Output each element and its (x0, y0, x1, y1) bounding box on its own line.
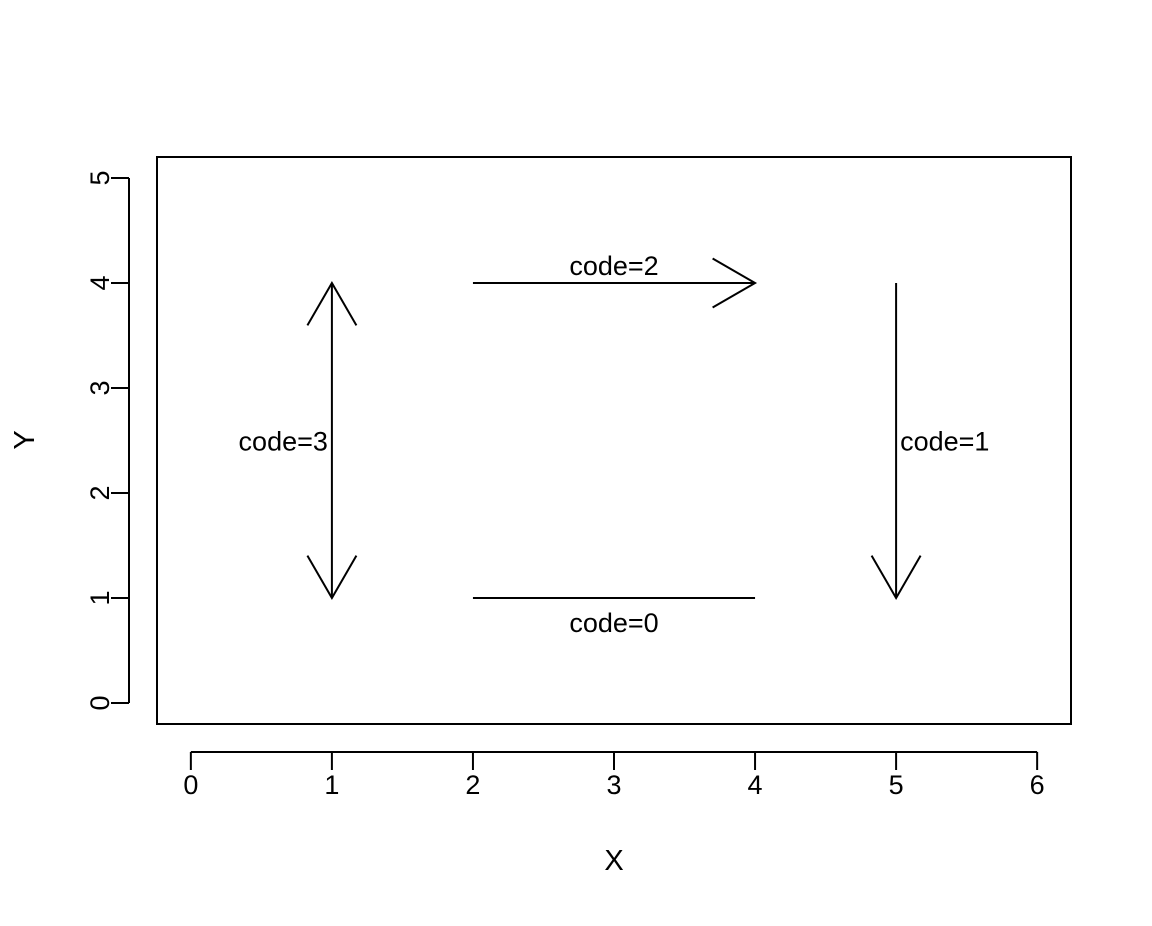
x-axis: 0 1 2 3 4 5 6 (183, 751, 1045, 800)
y-tick-label: 2 (85, 485, 115, 500)
arrowhead (712, 257, 758, 309)
arrowhead (306, 281, 358, 326)
y-tick-label: 5 (85, 170, 115, 185)
arrow-code-0: code=0 (472, 597, 756, 638)
arrowhead (306, 555, 358, 600)
y-tick-label: 1 (85, 590, 115, 605)
plot-frame (156, 156, 1072, 725)
x-tick-label: 2 (465, 770, 480, 800)
x-tick-label: 1 (324, 770, 339, 800)
y-axis: 0 1 2 3 4 5 (85, 170, 130, 711)
x-tick-label: 4 (748, 770, 763, 800)
x-tick-label: 5 (889, 770, 904, 800)
arrow-label-code-0: code=0 (569, 608, 658, 638)
arrow-layer: code=0 code=1 code=2 code=3 (239, 251, 990, 638)
y-tick-label: 3 (85, 380, 115, 395)
arrowhead (870, 555, 922, 600)
arrow-label-code-1: code=1 (900, 427, 989, 457)
arrow-code-1: code=1 (870, 283, 989, 600)
y-tick-label: 4 (85, 275, 115, 290)
y-tick-label: 0 (85, 695, 115, 710)
arrow-code-2: code=2 (472, 251, 758, 309)
x-tick-label: 0 (183, 770, 198, 800)
x-tick-label: 3 (606, 770, 621, 800)
x-axis-title: X (604, 845, 623, 877)
x-tick-label: 6 (1030, 770, 1045, 800)
y-axis-title: Y (9, 430, 41, 449)
arrow-label-code-2: code=2 (569, 251, 658, 281)
arrow-label-code-3: code=3 (239, 427, 328, 457)
arrow-code-3: code=3 (239, 281, 358, 600)
